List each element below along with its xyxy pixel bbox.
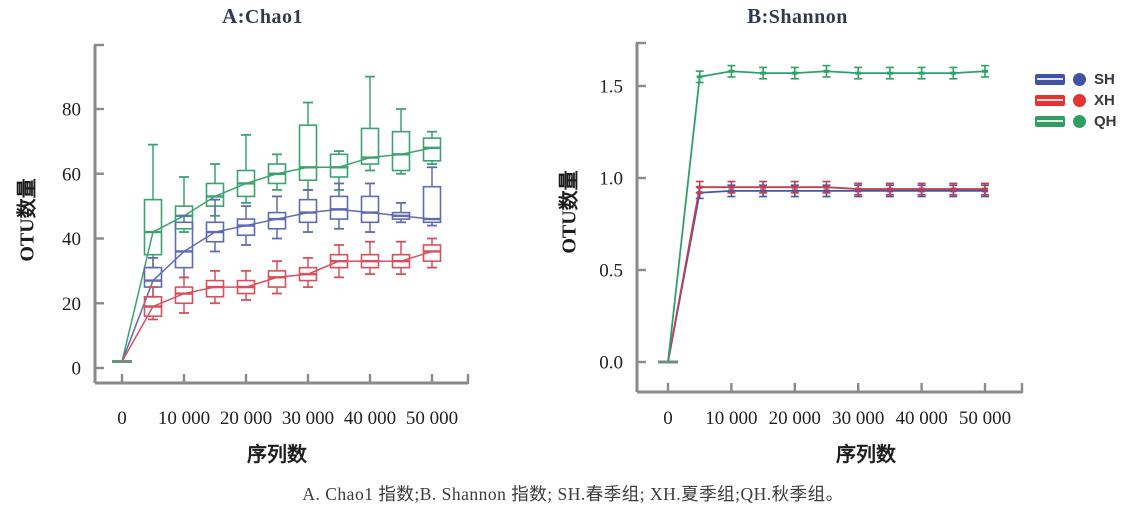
legend: SH XH QH [1035, 70, 1117, 130]
box [267, 270, 287, 288]
box [236, 218, 256, 237]
x-tick-label: 40 000 [344, 408, 396, 429]
legend-item-xh: XH [1035, 91, 1117, 109]
y-tick-label: 40 [62, 229, 81, 250]
box [143, 198, 163, 256]
x-tick-label: 50 000 [959, 408, 1011, 429]
y-tick-label: 0.5 [599, 261, 623, 282]
box [360, 127, 380, 165]
box [391, 130, 411, 172]
panel-a-title: A:Chao1 [190, 4, 335, 29]
x-tick-label: 0 [663, 408, 673, 429]
legend-label-sh: SH [1094, 70, 1115, 88]
x-tick-label: 10 000 [705, 408, 757, 429]
x-tick-label: 40 000 [895, 408, 947, 429]
panel-a-title-letter: A [222, 4, 238, 28]
panel-b-title: B:Shannon [725, 4, 870, 29]
y-tick-label: 60 [62, 164, 81, 185]
panel-b-title-text: :Shannon [761, 6, 848, 28]
boxes-qh [143, 75, 442, 269]
y-tick-label: 1.0 [599, 169, 623, 190]
x-tick-label: 0 [117, 408, 127, 429]
boxes-xh [143, 237, 442, 321]
sh-box-swatch-icon [1035, 73, 1065, 85]
y-tick-label: 1.5 [599, 77, 623, 98]
box [298, 198, 318, 224]
box [422, 244, 442, 262]
panel-a-x-axis-label: 序列数 [247, 444, 307, 466]
charts-svg: 0 20 40 60 80 0 10 000 20 000 30 000 40 000 50 000… [62, 41, 1024, 429]
y-tick-label: 0.0 [599, 353, 623, 374]
legend-label-qh: QH [1094, 112, 1117, 130]
x-tick-label: 10 000 [158, 408, 210, 429]
series-line-qh [667, 70, 986, 363]
y-tick-label: 0 [72, 359, 82, 380]
x-tick-label: 20 000 [769, 408, 821, 429]
x-tick-label: 30 000 [282, 408, 334, 429]
panel-a-title-text: :Chao1 [237, 6, 303, 28]
qh-box-swatch-icon [1035, 115, 1065, 127]
panel-b-y-axis-label: OTU数量 [558, 170, 581, 254]
x-tick-label: 20 000 [220, 408, 272, 429]
panel-a-chart: 0 20 40 60 80 0 10 000 20 000 30 000 40 000 50 000 [62, 43, 470, 429]
box [422, 137, 442, 162]
box [422, 185, 442, 224]
panel-b-title-letter: B [747, 4, 762, 28]
legend-item-sh: SH [1035, 70, 1117, 88]
box [205, 279, 225, 298]
box [298, 124, 318, 182]
box [360, 195, 380, 224]
legend-label-xh: XH [1094, 91, 1115, 109]
figure-caption: A. Chao1 指数;B. Shannon 指数; SH.春季组; XH.夏季… [302, 484, 844, 504]
x-tick-label: 50 000 [406, 408, 458, 429]
qh-dot-icon [1073, 114, 1086, 128]
box [174, 286, 194, 305]
panel-b-chart: 0.0 0.5 1.0 1.5 0 10 000 20 000 30 000 40 000 50 … [599, 41, 1024, 429]
legend-item-qh: QH [1035, 112, 1117, 130]
sh-dot-icon [1073, 72, 1086, 86]
series-line-xh [667, 186, 985, 363]
xh-box-swatch-icon [1035, 94, 1065, 106]
box [329, 153, 349, 178]
box [267, 211, 287, 230]
box [329, 195, 349, 220]
panel-b-x-axis-label: 序列数 [836, 444, 896, 466]
panel-a-y-axis-label: OTU数量 [16, 178, 39, 262]
boxes-sh [143, 166, 442, 298]
y-tick-label: 20 [62, 294, 81, 315]
x-tick-label: 30 000 [832, 408, 884, 429]
box [174, 221, 194, 269]
series-line-qh [121, 147, 433, 362]
box [174, 205, 194, 230]
box [143, 266, 163, 288]
y-tick-label: 80 [62, 100, 81, 121]
xh-dot-icon [1073, 93, 1086, 107]
series-line-sh [667, 189, 985, 363]
